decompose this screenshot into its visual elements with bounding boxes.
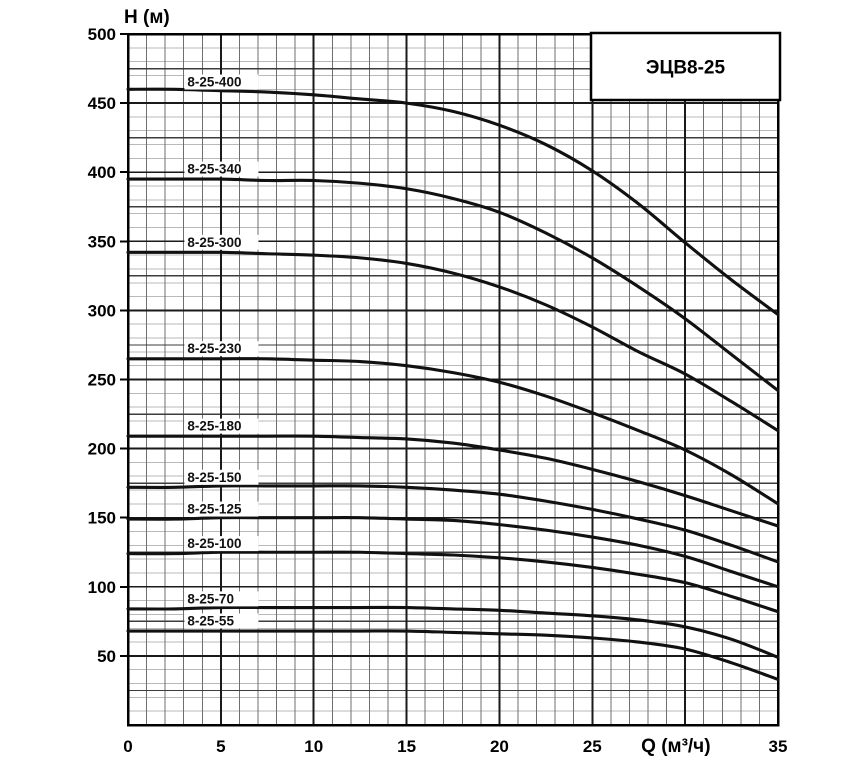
curve-label-backdrop (184, 234, 259, 250)
chart-title: ЭЦВ8-25 (646, 58, 726, 79)
y-tick-label: 100 (88, 578, 116, 597)
curve-label-8-25-230: 8-25-230 (187, 341, 241, 356)
curve-8-25-400 (126, 87, 780, 317)
curve-label-8-25-70: 8-25-70 (187, 591, 234, 606)
curve-8-25-300 (126, 250, 780, 433)
y-tick-label: 250 (88, 371, 116, 390)
x-tick-label: 35 (769, 737, 788, 756)
curve-8-25-180 (126, 434, 780, 528)
curve-label-backdrop (184, 418, 259, 434)
curve-label-backdrop (184, 613, 259, 629)
x-tick-label: 15 (397, 737, 416, 756)
curves-layer (126, 87, 780, 681)
curve-label-backdrop (184, 341, 259, 357)
x-tick-label: 5 (216, 737, 225, 756)
curve-label-backdrop (184, 74, 259, 90)
curve-8-25-150 (126, 484, 780, 564)
curve-label-8-25-55: 8-25-55 (187, 613, 234, 628)
curve-label-8-25-125: 8-25-125 (187, 502, 242, 517)
curve-label-backdrop (184, 536, 259, 552)
y-tick-label: 350 (88, 232, 116, 251)
curve-labels-layer: 8-25-400 8-25-340 8-25-300 8-25-230 8-25-180… (184, 74, 259, 629)
y-tick-label: 150 (88, 509, 116, 528)
curve-label-backdrop (184, 591, 259, 607)
curve-8-25-340 (126, 177, 780, 393)
title-box (589, 31, 782, 102)
y-tick-label: 50 (97, 647, 116, 666)
curve-8-25-100 (126, 550, 780, 614)
y-tick-label: 300 (88, 301, 116, 320)
curve-8-25-230 (126, 357, 780, 506)
curve-8-25-125 (126, 516, 780, 589)
curve-label-8-25-340: 8-25-340 (187, 162, 241, 177)
x-axis-title: Q (м³/ч) (641, 736, 710, 757)
grid-major-layer (127, 33, 779, 726)
x-tick-label: 25 (583, 737, 602, 756)
curve-8-25-70 (126, 605, 780, 659)
curve-label-backdrop (184, 501, 259, 517)
title-box-layer: ЭЦВ8-25 (589, 31, 782, 102)
y-tick-label: 400 (88, 163, 116, 182)
curve-label-8-25-400: 8-25-400 (187, 75, 241, 90)
curve-8-25-55 (126, 629, 780, 681)
x-tick-label: 20 (490, 737, 509, 756)
y-tick-label: 450 (88, 94, 116, 113)
curve-label-8-25-300: 8-25-300 (187, 235, 241, 250)
curve-label-backdrop (184, 469, 259, 485)
y-tick-label: 500 (88, 25, 116, 44)
curve-label-8-25-100: 8-25-100 (187, 536, 241, 551)
curve-label-backdrop (184, 161, 259, 177)
y-axis-title: H (м) (124, 7, 170, 28)
curve-label-8-25-150: 8-25-150 (187, 470, 241, 485)
curve-label-8-25-180: 8-25-180 (187, 419, 241, 434)
x-tick-label: 10 (304, 737, 323, 756)
x-tick-label: 0 (123, 737, 132, 756)
axis-ticks-layer: 0 5 10 15 20 25 35 50 100 150 200 250 300 350 400 450 50… (88, 25, 788, 756)
y-tick-label: 200 (88, 440, 116, 459)
